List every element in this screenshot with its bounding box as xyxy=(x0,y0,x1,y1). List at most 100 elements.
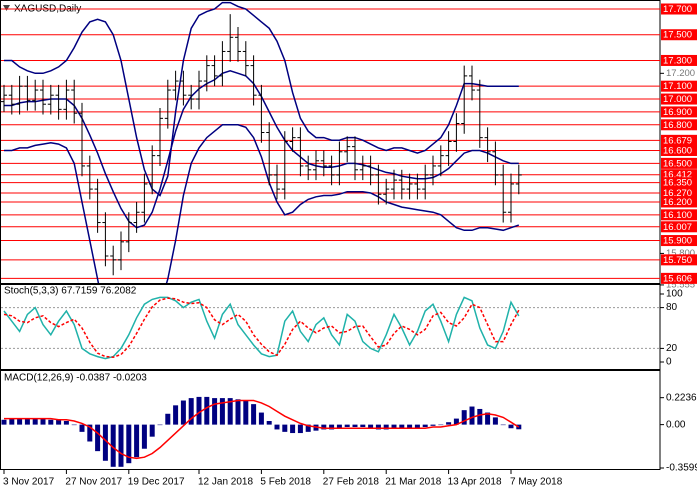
macd-bar xyxy=(453,418,459,425)
macd-bar xyxy=(188,398,194,425)
macd-bar xyxy=(500,424,506,426)
level-label-bg xyxy=(661,134,697,146)
signal-line xyxy=(4,399,520,460)
macd-bar xyxy=(95,424,101,452)
macd-bar xyxy=(1,419,7,425)
x-tick-label: 5 Feb 2018 xyxy=(260,477,311,488)
level-label-bg xyxy=(661,196,697,208)
level-label: 17.300 xyxy=(663,55,692,66)
macd-bar xyxy=(336,424,342,429)
macd-bar xyxy=(149,424,155,437)
level-label-bg xyxy=(661,169,697,181)
y-tick-label: 15.800 xyxy=(666,248,695,259)
signal-line xyxy=(3,297,520,358)
macd-bar xyxy=(407,424,413,429)
y-tick-label: 0 xyxy=(666,357,672,368)
level-label: 16.270 xyxy=(663,188,692,199)
macd-bar xyxy=(290,424,296,434)
macd-bar xyxy=(461,410,467,425)
macd-bar xyxy=(368,424,374,429)
macd-bar xyxy=(235,399,241,425)
macd-bar xyxy=(118,424,124,467)
macd-bar xyxy=(321,424,327,430)
bands-lower-line xyxy=(4,124,520,283)
y-tick-label: 17.200 xyxy=(666,68,695,79)
macd-bar xyxy=(180,400,186,425)
price-plot xyxy=(1,1,660,283)
level-label: 16.600 xyxy=(663,146,692,157)
macd-bar xyxy=(157,424,163,426)
y-tick-label: -0.3599 xyxy=(666,463,697,474)
macd-bar xyxy=(32,418,38,425)
macd-bar xyxy=(422,424,428,428)
level-label-bg xyxy=(661,119,697,131)
macd-bar xyxy=(258,412,264,425)
level-label: 16.007 xyxy=(663,222,692,233)
macd-bar xyxy=(344,424,350,428)
level-label-bg xyxy=(661,157,697,169)
level-label: 16.200 xyxy=(663,197,692,208)
y-tick-label: 80 xyxy=(666,302,678,313)
bands-upper-line xyxy=(4,1,519,197)
macd-bar xyxy=(126,424,132,464)
x-tick-label: 21 Mar 2018 xyxy=(385,477,442,488)
macd-bar xyxy=(227,398,233,425)
level-label: 17.500 xyxy=(663,30,692,41)
macd-bar xyxy=(102,424,108,461)
level-label: 16.350 xyxy=(663,178,692,189)
x-tick-label: 3 Nov 2017 xyxy=(3,477,55,488)
macd-bar xyxy=(282,424,288,432)
macd-bar xyxy=(305,424,311,432)
level-label-bg xyxy=(661,80,697,92)
macd-bar xyxy=(477,408,483,425)
level-label-bg xyxy=(661,272,697,284)
level-label-bg xyxy=(661,254,697,266)
level-label-bg xyxy=(661,145,697,157)
macd-bar xyxy=(414,424,420,429)
level-label-bg xyxy=(661,209,697,221)
x-tick-label: 7 May 2018 xyxy=(510,477,563,488)
macd-bar xyxy=(485,412,491,425)
macd-bar xyxy=(9,418,15,425)
macd-bar xyxy=(196,396,202,425)
macd-bar xyxy=(24,418,30,425)
x-tick-label: 12 Jan 2018 xyxy=(198,477,253,488)
level-label-bg xyxy=(661,93,697,105)
level-label: 15.606 xyxy=(663,273,692,284)
macd-bar xyxy=(71,424,77,426)
macd-bar xyxy=(87,424,93,442)
macd-bar xyxy=(352,424,358,428)
macd-bar xyxy=(110,424,116,467)
level-label: 17.100 xyxy=(663,81,692,92)
macd-bar xyxy=(508,424,514,429)
macd-bar xyxy=(251,404,257,425)
macd-bar xyxy=(212,398,218,425)
values-line xyxy=(3,296,520,360)
macd-bar xyxy=(274,424,280,430)
macd-panel-frame xyxy=(0,370,661,470)
level-label-bg xyxy=(661,235,697,247)
price-panel-frame xyxy=(0,0,661,284)
x-tick-label: 13 Apr 2018 xyxy=(448,477,502,488)
y-tick-label: 0.2236 xyxy=(666,392,697,403)
y-tick-label: 20 xyxy=(666,343,678,354)
macd-bar xyxy=(375,424,381,430)
x-tick-label: 27 Nov 2017 xyxy=(65,477,122,488)
level-label: 15.750 xyxy=(663,255,692,266)
macd-bar xyxy=(63,421,69,425)
macd-bar xyxy=(399,424,405,429)
level-label-bg xyxy=(661,221,697,233)
x-tick-label: 27 Feb 2018 xyxy=(323,477,380,488)
macd-bar xyxy=(17,418,23,425)
level-label: 17.700 xyxy=(663,4,692,15)
level-label: 16.412 xyxy=(663,170,692,181)
level-label-bg xyxy=(661,187,697,199)
level-label-bg xyxy=(661,106,697,118)
y-tick-label: 100 xyxy=(666,289,683,300)
macd-bar xyxy=(492,417,498,425)
macd-bar xyxy=(391,424,397,429)
macd-bar xyxy=(219,398,225,425)
macd-bar xyxy=(56,419,62,425)
